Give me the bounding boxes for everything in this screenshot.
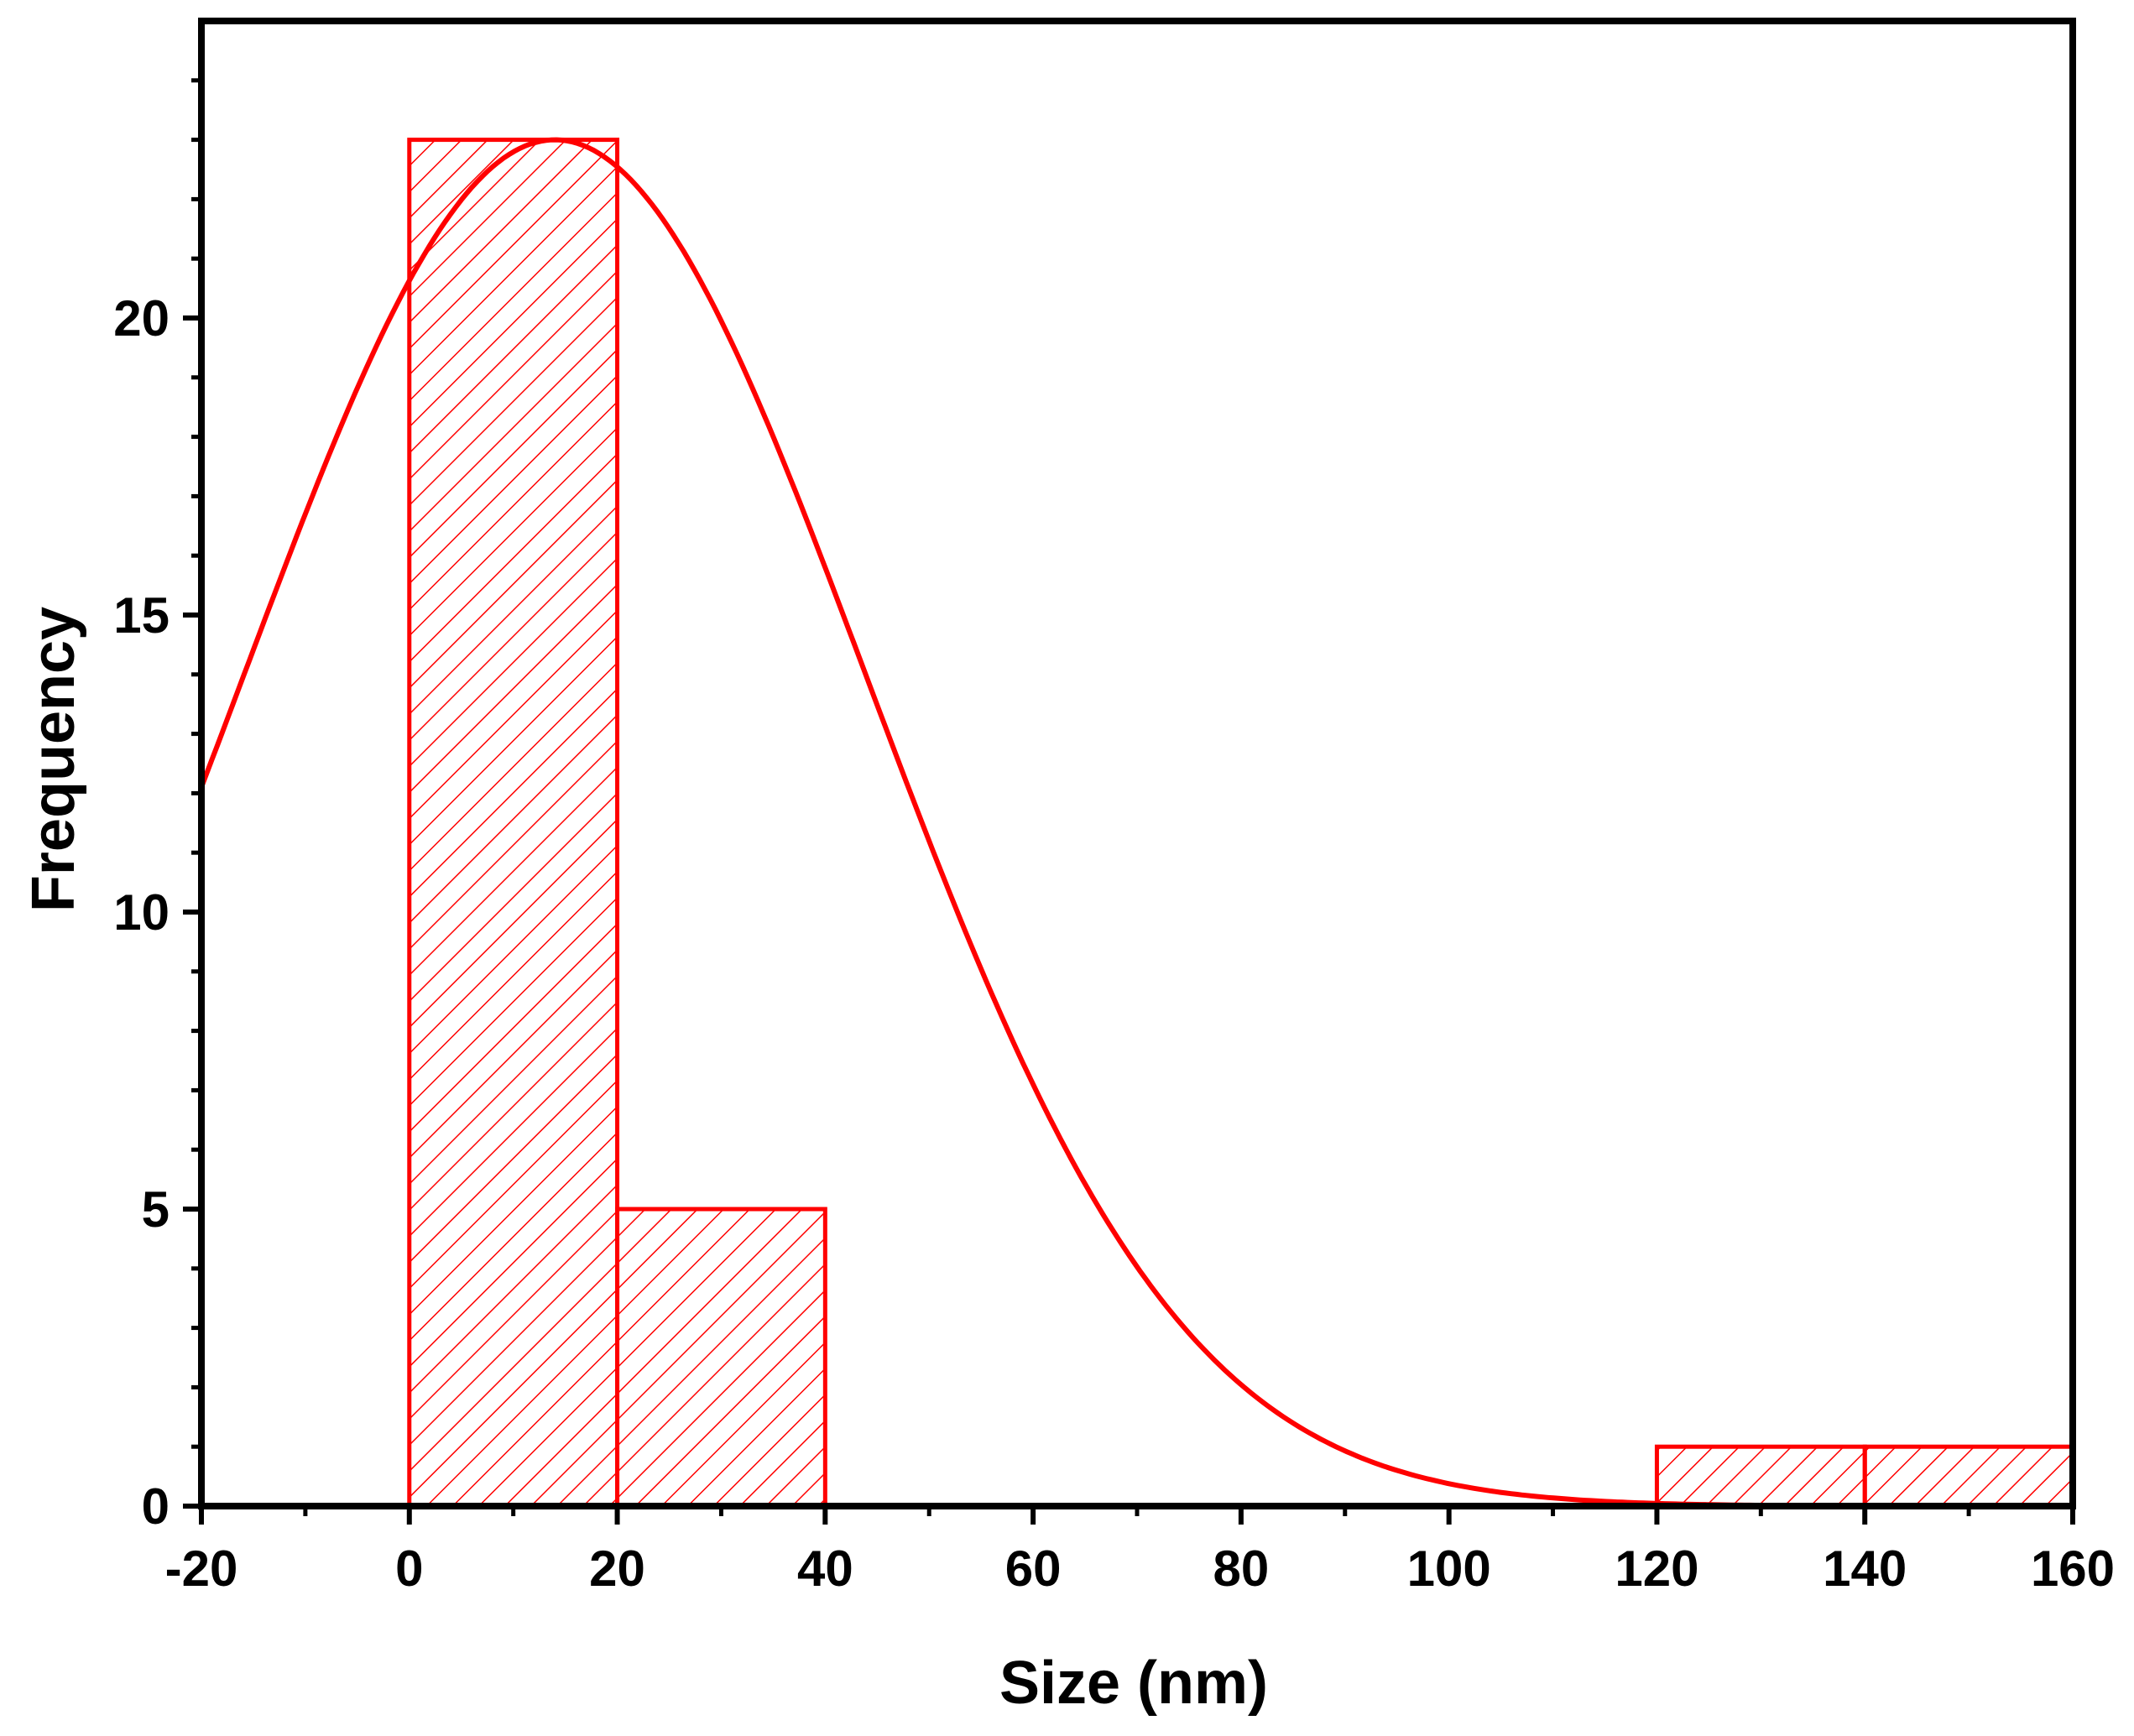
fit-curve-group (199, 137, 1792, 1509)
x-tick-label: 20 (589, 1541, 645, 1597)
histogram-bar-20-40 (615, 1207, 827, 1509)
y-tick-label: 20 (113, 290, 170, 347)
x-tick-label: -20 (165, 1541, 238, 1597)
x-tick-label: 60 (1005, 1541, 1062, 1597)
x-tick-labels: -20 0 20 40 60 80 100 120 140 160 (165, 1541, 2115, 1597)
x-tick-label: 40 (797, 1541, 853, 1597)
x-tick-label: 100 (1407, 1541, 1491, 1597)
y-tick-labels: 0 5 10 15 20 (113, 290, 170, 1535)
x-axis-title: Size (nm) (999, 1650, 1268, 1717)
y-tick-label: 15 (113, 587, 170, 644)
y-tick-label: 5 (142, 1181, 170, 1238)
histogram-bar-140-160 (1862, 1444, 2075, 1509)
x-tick-label: 0 (395, 1541, 423, 1597)
x-tick-label: 140 (1823, 1541, 1907, 1597)
y-tick-label: 0 (142, 1478, 170, 1535)
histogram-bar-120-140 (1654, 1444, 1867, 1509)
histogram-bar-0-20 (407, 138, 620, 1509)
gaussian-fit-curve (199, 137, 1792, 1509)
histogram-bars (407, 138, 2075, 1509)
x-tick-label: 160 (2031, 1541, 2115, 1597)
x-tick-label: 120 (1615, 1541, 1698, 1597)
x-tick-label: 80 (1213, 1541, 1270, 1597)
y-axis-title: Frequency (20, 607, 87, 912)
axis-ticks (183, 78, 2075, 1525)
y-tick-label: 10 (113, 884, 170, 941)
